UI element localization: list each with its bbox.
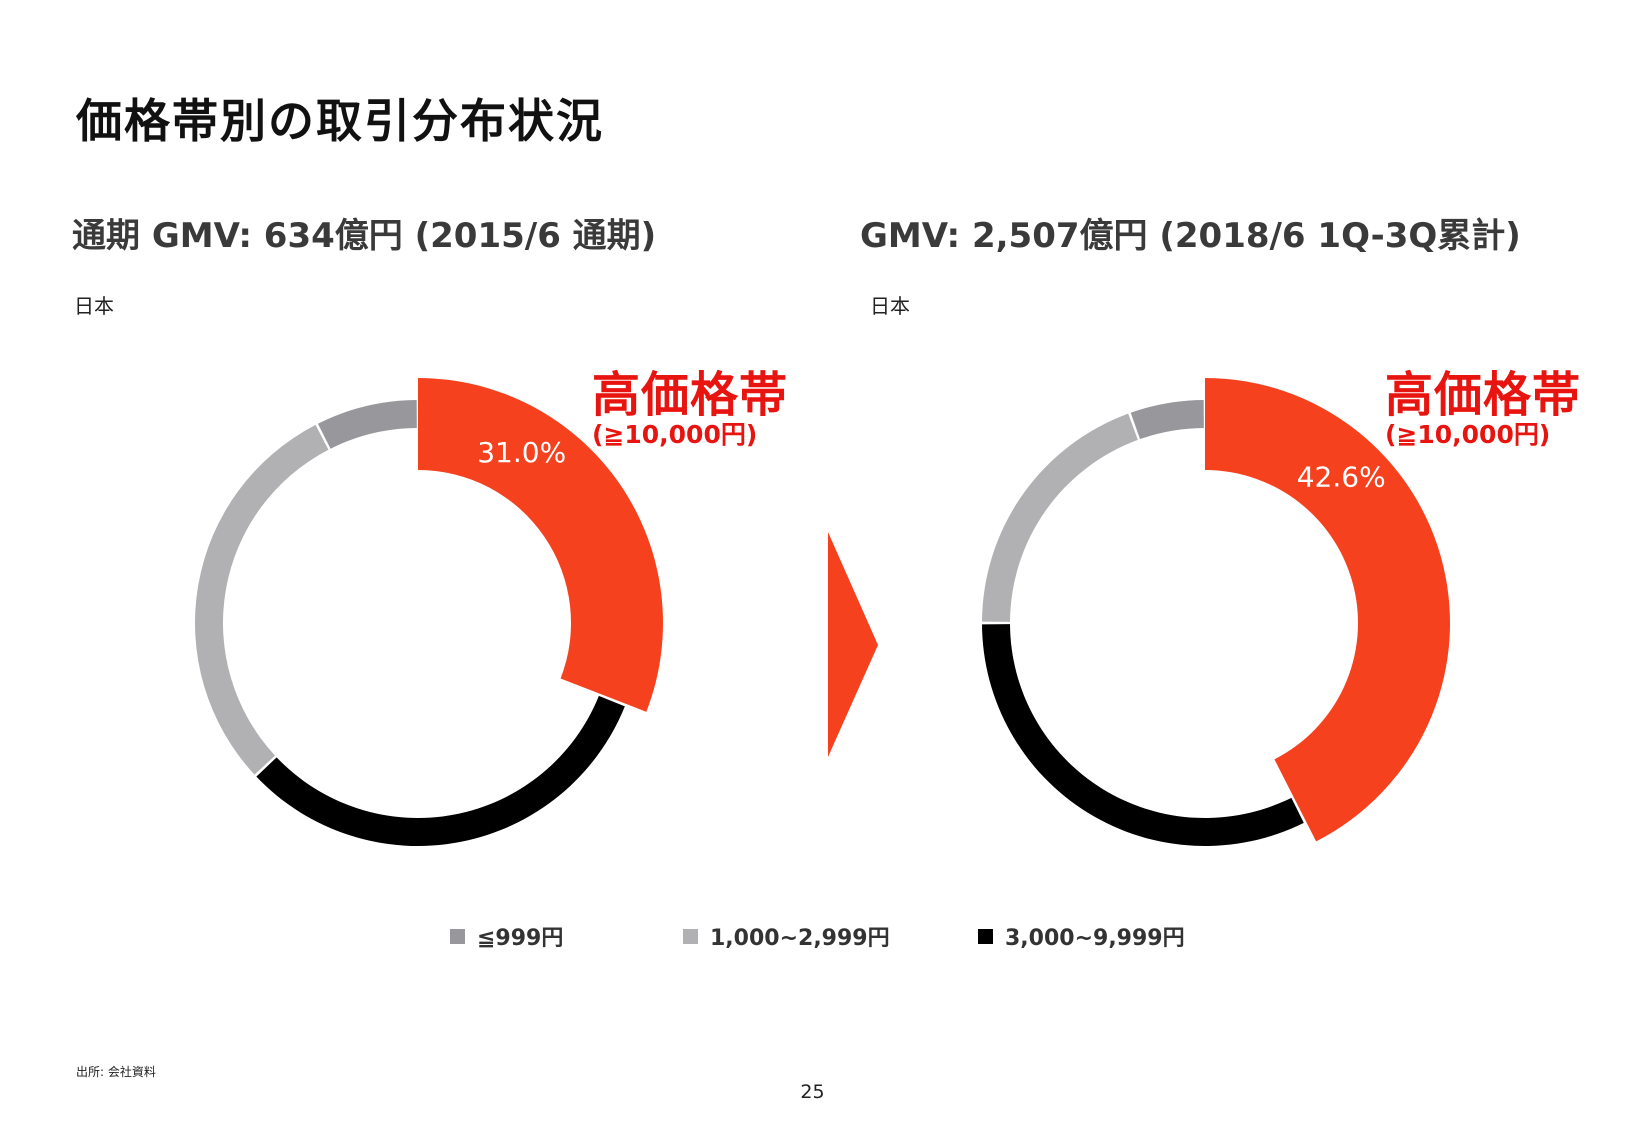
highlight-subtitle-right: (≧10,000円) bbox=[1385, 420, 1551, 449]
donut-1-slice-high bbox=[418, 378, 663, 712]
legend-swatch-mid-high bbox=[978, 928, 993, 944]
legend-label-mid-low: 1,000~2,999円 bbox=[710, 926, 890, 951]
highlight-title-left: 高価格帯 bbox=[592, 367, 789, 423]
chart-left-title: 通期 GMV: 634億円 (2015/6 通期) bbox=[72, 216, 657, 256]
page-number: 25 bbox=[800, 1081, 825, 1103]
donut-1-value-label: 31.0% bbox=[477, 436, 566, 469]
legend-item-low: ≦999円 bbox=[450, 920, 563, 952]
legend-label-low: ≦999円 bbox=[477, 926, 564, 951]
chart-right-region: 日本 bbox=[870, 294, 910, 318]
legend-label-mid-high: 3,000~9,999円 bbox=[1005, 926, 1185, 951]
highlight-subtitle-left: (≧10,000円) bbox=[592, 420, 758, 449]
legend-item-mid-high: 3,000~9,999円 bbox=[978, 920, 1185, 952]
source-note: 出所: 会社資料 bbox=[76, 1065, 156, 1079]
legend-swatch-mid-low bbox=[683, 928, 698, 944]
donut-2-slice-mid-low bbox=[982, 413, 1138, 622]
donut-1-slice-mid-high bbox=[256, 695, 625, 846]
donut-1-slice-low bbox=[317, 400, 417, 449]
donut-1-slice-mid-low bbox=[195, 424, 329, 775]
chart-left-region: 日本 bbox=[74, 294, 114, 318]
donut-2-slice-mid-high bbox=[982, 624, 1304, 846]
donut-2-value-label: 42.6% bbox=[1297, 461, 1386, 494]
legend-swatch-low bbox=[450, 928, 465, 944]
legend-item-mid-low: 1,000~2,999円 bbox=[683, 920, 890, 952]
transition-arrow bbox=[828, 532, 878, 757]
highlight-title-right: 高価格帯 bbox=[1385, 367, 1582, 423]
donut-2-slice-high bbox=[1205, 378, 1451, 842]
chart-right-title: GMV: 2,507億円 (2018/6 1Q-3Q累計) bbox=[860, 216, 1521, 256]
donut-2-slice-low bbox=[1130, 400, 1204, 440]
slide-title: 価格帯別の取引分布状況 bbox=[76, 94, 604, 148]
